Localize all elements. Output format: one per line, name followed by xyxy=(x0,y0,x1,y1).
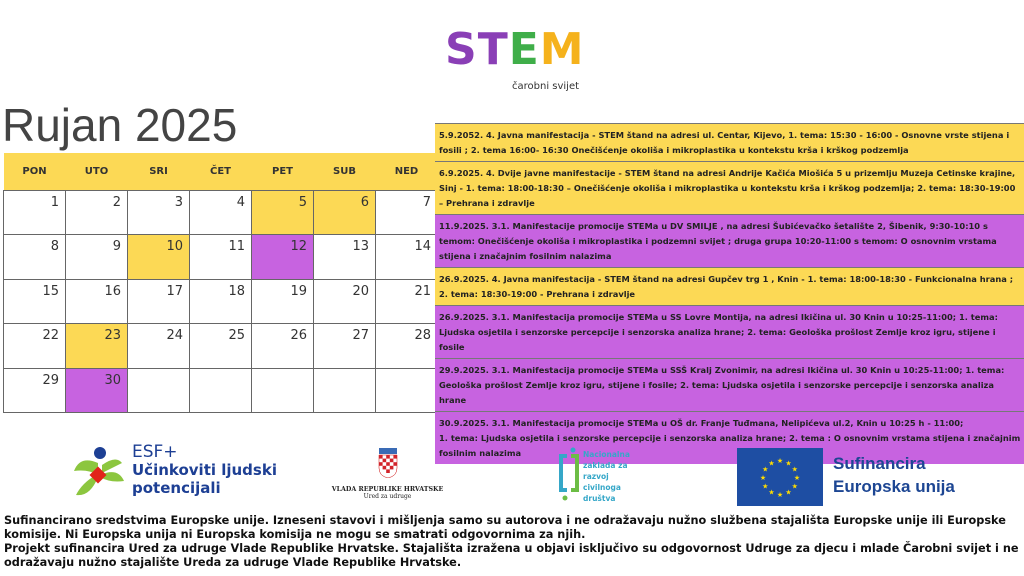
calendar-day[interactable]: 14 xyxy=(375,234,438,280)
calendar-empty-cell xyxy=(375,367,438,413)
calendar-week: 8 9 10 11 12 13 14 xyxy=(3,234,438,280)
eu-star: ★ xyxy=(760,474,766,482)
nzrcd-line: društva xyxy=(583,494,616,503)
calendar-empty-cell xyxy=(313,367,376,413)
calendar-day[interactable]: 7 xyxy=(375,189,438,235)
calendar-day[interactable]: 27 xyxy=(313,323,376,369)
esf-logo: ESF+ Učinkoviti ljudski potencijali xyxy=(70,443,277,509)
calendar-day[interactable]: 22 xyxy=(3,323,66,369)
event-list: 5.9.2052. 4. Javna manifestacija - STEM … xyxy=(435,123,1024,464)
esf-pinwheel-icon xyxy=(74,447,124,496)
calendar-day[interactable]: 18 xyxy=(189,278,252,324)
esf-label: ESF+ xyxy=(132,442,178,462)
calendar-empty-cell xyxy=(251,367,314,413)
calendar-day[interactable]: 26 xyxy=(251,323,314,369)
calendar-day[interactable]: 5 xyxy=(251,189,314,235)
calendar-day[interactable]: 3 xyxy=(127,189,190,235)
calendar-day[interactable]: 2 xyxy=(65,189,128,235)
eu-star: ★ xyxy=(785,459,791,467)
eu-star: ★ xyxy=(762,466,768,474)
calendar-week: 22 23 24 25 26 27 28 xyxy=(3,323,438,369)
calendar-day[interactable]: 29 xyxy=(3,367,66,413)
weekday-header: NED xyxy=(375,153,438,190)
esf-line2: Učinkoviti ljudski xyxy=(132,461,277,479)
eu-star: ★ xyxy=(762,483,768,491)
calendar-day[interactable]: 12 xyxy=(251,234,314,280)
calendar-day[interactable]: 21 xyxy=(375,278,438,324)
calendar-day[interactable]: 8 xyxy=(3,234,66,280)
calendar-day[interactable]: 11 xyxy=(189,234,252,280)
nzrcd-line: zaklada za xyxy=(583,461,628,470)
calendar-day[interactable]: 13 xyxy=(313,234,376,280)
eu-line2: Europska unija xyxy=(833,477,955,496)
footer-disclaimer: Sufinancirano sredstvima Europske unije.… xyxy=(4,514,1024,570)
stem-logo: STEM čarobni svijet xyxy=(445,24,584,98)
weekday-header: PET xyxy=(251,153,314,190)
croatian-coat-of-arms-icon xyxy=(378,448,397,479)
calendar-day[interactable]: 19 xyxy=(251,278,314,324)
calendar-day[interactable]: 17 xyxy=(127,278,190,324)
eu-star: ★ xyxy=(768,459,774,467)
nzrcd-line: razvoj xyxy=(583,472,609,481)
eu-stars-icon: ★★★★★★★★★ ★ ★★ xyxy=(760,457,800,499)
eu-star: ★ xyxy=(777,457,783,465)
weekday-header: ČET xyxy=(189,153,252,190)
calendar-day[interactable]: 1 xyxy=(3,189,66,235)
eu-star: ★ xyxy=(792,483,798,491)
calendar-week: 29 30 xyxy=(3,367,438,413)
weekday-header: PON xyxy=(3,153,66,190)
calendar-empty-cell xyxy=(189,367,252,413)
eu-flag: ★ ★ ★ ★ ★ ★ ★ ★ ★ ★ ★ ★ xyxy=(737,448,823,506)
vlada-name: VLADA REPUBLIKE HRVATSKE xyxy=(331,486,444,493)
eu-cofunded-label: Sufinancira Europska unija xyxy=(833,452,955,498)
nzrcd-line: civilnoga xyxy=(583,483,621,492)
event-item: 6.9.2025. 4. Dvije javne manifestacije -… xyxy=(435,161,1024,214)
calendar-day[interactable]: 4 xyxy=(189,189,252,235)
vlada-logo: VLADA REPUBLIKE HRVATSKE Ured za udruge xyxy=(330,448,445,500)
event-item: 26.9.2025. 4. Javna manifestacija - STEM… xyxy=(435,267,1024,305)
weekday-header: SRI xyxy=(127,153,190,190)
esf-line3: potencijali xyxy=(132,479,221,497)
calendar-empty-cell xyxy=(127,367,190,413)
event-item: 29.9.2025. 3.1. Manifestacija promocije … xyxy=(435,358,1024,411)
weekday-header: SUB xyxy=(313,153,376,190)
calendar-day[interactable]: 10 xyxy=(127,234,190,280)
event-item: 11.9.2025. 3.1. Manifestacije promocije … xyxy=(435,214,1024,267)
footer-office-disclaimer: Projekt sufinancira Ured za udruge Vlade… xyxy=(4,542,1019,569)
nzrcd-line: Nacionalna xyxy=(583,450,630,459)
calendar-day[interactable]: 6 xyxy=(313,189,376,235)
calendar-title: Rujan 2025 xyxy=(2,99,238,151)
footer-eu-disclaimer: Sufinancirano sredstvima Europske unije.… xyxy=(4,514,1006,541)
brackets-icon xyxy=(559,447,579,501)
event-item: 26.9.2025. 3.1. Manifestacija promocije … xyxy=(435,305,1024,358)
vlada-office: Ured za udruge xyxy=(363,493,412,500)
eu-star: ★ xyxy=(792,466,798,474)
weekday-header: UTO xyxy=(65,153,128,190)
eu-star: ★ xyxy=(777,491,783,499)
calendar-day[interactable]: 9 xyxy=(65,234,128,280)
calendar-grid: PON UTO SRI ČET PET SUB NED 1 2 3 4 5 6 7 8 9 10 11 12 13 1… xyxy=(3,153,438,413)
eu-line1: Sufinancira xyxy=(833,454,926,473)
stem-logo-subtitle: čarobni svijet xyxy=(512,81,580,92)
eu-star: ★ xyxy=(768,489,774,497)
nzrcd-logo: Nacionalna zaklada za razvoj civilnoga društ… xyxy=(558,446,630,510)
event-item: 30.9.2025. 3.1. Manifestacija promocije … xyxy=(435,411,1024,464)
stem-logo-word: STEM xyxy=(445,24,585,75)
event-item: 5.9.2052. 4. Javna manifestacija - STEM … xyxy=(435,123,1024,161)
calendar-day[interactable]: 20 xyxy=(313,278,376,324)
calendar-day[interactable]: 24 xyxy=(127,323,190,369)
calendar-day[interactable]: 16 xyxy=(65,278,128,324)
calendar-day[interactable]: 28 xyxy=(375,323,438,369)
eu-star: ★ xyxy=(785,489,791,497)
eu-star: ★ xyxy=(794,474,800,482)
calendar-day[interactable]: 15 xyxy=(3,278,66,324)
calendar-day[interactable]: 25 xyxy=(189,323,252,369)
calendar-week: 15 16 17 18 19 20 21 xyxy=(3,278,438,324)
calendar-day[interactable]: 30 xyxy=(65,367,128,413)
calendar-day[interactable]: 23 xyxy=(65,323,128,369)
